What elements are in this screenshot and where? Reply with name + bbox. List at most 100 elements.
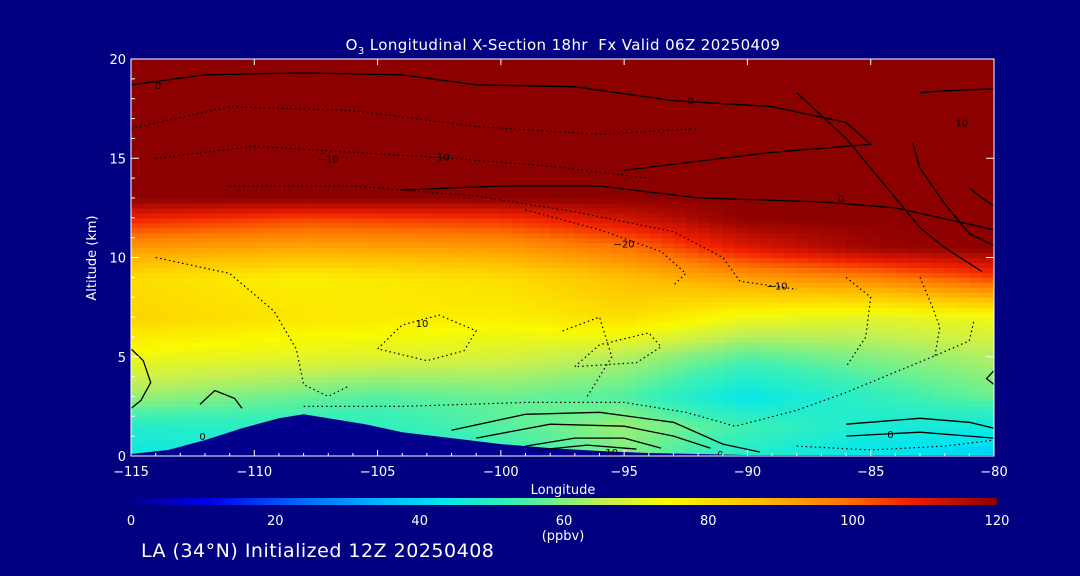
- field-cell: [673, 322, 687, 328]
- field-cell: [747, 138, 761, 144]
- field-cell: [278, 386, 292, 393]
- field-cell: [439, 123, 453, 130]
- field-cell: [858, 103, 872, 110]
- field-cell: [821, 416, 835, 422]
- field-cell: [131, 59, 144, 65]
- field-cell: [402, 207, 416, 214]
- field-cell: [796, 247, 810, 254]
- field-cell: [611, 376, 625, 383]
- field-cell: [735, 262, 749, 269]
- field-cell: [192, 287, 206, 293]
- field-cell: [291, 63, 305, 70]
- field-cell: [648, 123, 662, 130]
- field-cell: [574, 118, 588, 125]
- field-cell: [673, 326, 687, 333]
- field-cell: [661, 401, 675, 407]
- field-cell: [525, 401, 539, 407]
- field-cell: [587, 331, 601, 338]
- field-cell: [858, 192, 872, 199]
- field-cell: [550, 262, 564, 269]
- field-cell: [254, 148, 268, 154]
- field-cell: [204, 83, 218, 90]
- field-cell: [895, 292, 909, 298]
- field-cell: [439, 113, 453, 120]
- field-cell: [895, 341, 909, 348]
- field-cell: [131, 113, 144, 120]
- field-cell: [636, 108, 650, 115]
- field-cell: [624, 128, 638, 135]
- field-cell: [550, 277, 564, 283]
- field-cell: [192, 168, 206, 174]
- field-cell: [315, 158, 329, 164]
- field-cell: [303, 341, 317, 348]
- field-cell: [759, 287, 773, 293]
- field-cell: [488, 222, 502, 229]
- field-cell: [463, 63, 477, 70]
- field-cell: [315, 292, 329, 298]
- field-cell: [365, 207, 379, 214]
- field-cell: [611, 421, 625, 427]
- field-cell: [328, 143, 342, 149]
- field-cell: [685, 272, 699, 278]
- field-cell: [254, 197, 268, 204]
- field-cell: [217, 108, 231, 115]
- field-cell: [525, 351, 539, 358]
- field-cell: [710, 326, 724, 333]
- field-cell: [636, 118, 650, 125]
- field-cell: [365, 336, 379, 343]
- field-cell: [809, 282, 822, 288]
- field-cell: [365, 326, 379, 333]
- field-cell: [439, 416, 453, 422]
- field-cell: [673, 163, 687, 169]
- field-cell: [131, 416, 144, 422]
- field-cell: [131, 341, 144, 348]
- field-cell: [587, 322, 601, 328]
- field-cell: [352, 192, 366, 199]
- field-cell: [858, 227, 872, 234]
- field-cell: [722, 267, 736, 273]
- field-cell: [476, 426, 490, 432]
- field-cell: [685, 287, 699, 293]
- field-cell: [303, 242, 317, 249]
- field-cell: [303, 197, 317, 204]
- field-cell: [587, 247, 601, 254]
- field-cell: [661, 88, 675, 95]
- field-cell: [131, 247, 144, 254]
- field-cell: [759, 406, 773, 412]
- field-cell: [537, 143, 551, 149]
- field-cell: [624, 376, 638, 383]
- field-cell: [809, 168, 822, 174]
- field-cell: [513, 128, 527, 135]
- field-cell: [883, 436, 896, 442]
- field-cell: [291, 317, 305, 323]
- field-cell: [673, 317, 687, 323]
- field-cell: [722, 431, 736, 437]
- field-cell: [673, 282, 687, 288]
- field-cell: [550, 143, 564, 149]
- field-cell: [525, 73, 539, 80]
- field-cell: [599, 282, 613, 288]
- field-cell: [599, 168, 613, 174]
- field-cell: [821, 103, 835, 110]
- field-cell: [229, 421, 243, 427]
- field-cell: [303, 138, 317, 144]
- field-cell: [772, 267, 786, 273]
- field-cell: [488, 421, 502, 427]
- field-cell: [389, 188, 403, 194]
- field-cell: [821, 406, 835, 412]
- field-cell: [180, 307, 194, 313]
- field-cell: [735, 148, 749, 154]
- field-cell: [870, 322, 884, 328]
- field-cell: [451, 133, 465, 139]
- field-cell: [673, 168, 687, 174]
- field-cell: [858, 262, 872, 269]
- field-cell: [241, 262, 255, 269]
- field-cell: [266, 168, 280, 174]
- field-cell: [365, 237, 379, 244]
- field-cell: [611, 133, 625, 139]
- field-cell: [772, 143, 786, 149]
- field-cell: [192, 272, 206, 278]
- field-cell: [278, 73, 292, 80]
- field-cell: [451, 366, 465, 373]
- field-cell: [278, 113, 292, 120]
